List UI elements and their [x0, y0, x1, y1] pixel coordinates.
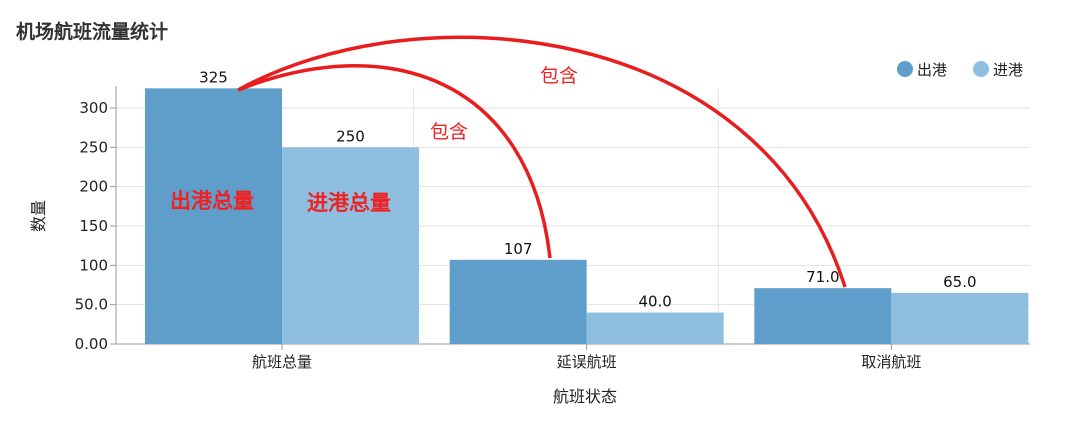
- x-tick-label: 航班总量: [252, 353, 312, 371]
- legend[interactable]: 出港 进港: [897, 61, 1023, 79]
- y-axis-title: 数量: [29, 200, 48, 232]
- annotations: 包含 包含 出港总量 进港总量: [170, 35, 847, 288]
- annotation-arc-upper: [237, 35, 847, 288]
- y-axis: 0.00 50.0 100 150 200 250 300: [75, 86, 117, 353]
- data-labels: 325 250 107 40.0 71.0 65.0: [199, 68, 976, 310]
- data-label: 71.0: [806, 268, 839, 286]
- legend-swatch: [897, 61, 913, 77]
- legend-item-departure[interactable]: 出港: [897, 61, 947, 79]
- legend-label: 出港: [917, 61, 947, 79]
- annotation-departure-total: 出港总量: [170, 189, 254, 213]
- chart-title: 机场航班流量统计: [16, 20, 168, 43]
- annotation-arc-lower: [237, 64, 552, 259]
- bar-arrival-2[interactable]: [891, 292, 1029, 344]
- y-tick-label: 200: [79, 178, 108, 196]
- bar-arrival-0[interactable]: [282, 147, 419, 344]
- y-tick-label: 100: [79, 256, 108, 274]
- data-label: 40.0: [638, 293, 671, 311]
- bar-departure-1[interactable]: [449, 259, 587, 344]
- y-tick-label: 250: [79, 138, 108, 156]
- x-tick-label: 取消航班: [861, 353, 921, 371]
- legend-label: 进港: [993, 61, 1023, 79]
- data-label: 107: [504, 240, 533, 258]
- x-axis: 航班总量 延误航班 取消航班: [116, 343, 1030, 371]
- bar-departure-0[interactable]: [145, 88, 282, 344]
- annotation-arrival-total: 进港总量: [307, 191, 391, 215]
- y-tick-label: 150: [79, 217, 108, 235]
- annotation-contains-lower: 包含: [430, 121, 468, 143]
- y-tick-label: 300: [79, 99, 108, 117]
- bars: [145, 88, 1029, 344]
- data-label: 65.0: [943, 273, 976, 291]
- bar-arrival-1[interactable]: [586, 312, 724, 344]
- legend-item-arrival[interactable]: 进港: [973, 61, 1023, 79]
- data-label: 325: [199, 68, 228, 86]
- x-axis-title: 航班状态: [553, 387, 617, 406]
- annotation-contains-upper: 包含: [540, 65, 578, 87]
- x-tick-label: 延误航班: [557, 353, 617, 371]
- y-tick-label: 0.00: [75, 335, 108, 353]
- data-label: 250: [336, 127, 365, 145]
- legend-swatch: [973, 61, 989, 77]
- bar-departure-2[interactable]: [754, 288, 892, 344]
- y-tick-label: 50.0: [75, 296, 108, 314]
